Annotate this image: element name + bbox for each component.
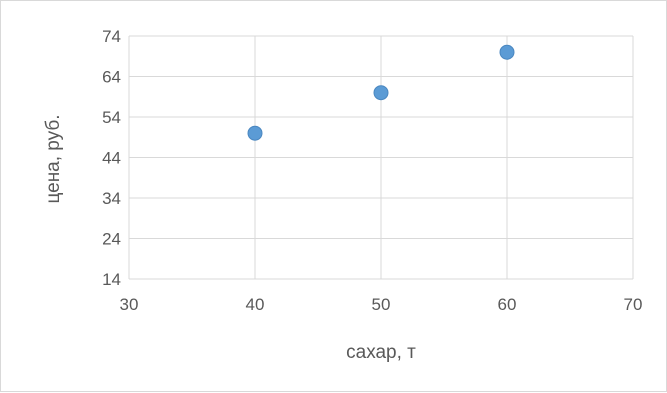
grid-lines — [128, 35, 634, 280]
x-tick-label: 30 — [120, 295, 139, 314]
data-point — [247, 125, 263, 141]
x-tick-label: 50 — [372, 295, 391, 314]
x-axis-title: сахар, т — [346, 342, 416, 363]
y-tick-label: 64 — [102, 68, 121, 87]
y-axis-title: цена, руб. — [43, 114, 64, 203]
y-axis-ticks: 14 24 34 44 54 64 74 — [102, 27, 121, 289]
data-points — [247, 44, 515, 141]
x-tick-label: 60 — [498, 295, 517, 314]
y-tick-label: 24 — [102, 230, 121, 249]
data-point — [373, 85, 389, 101]
data-point — [499, 44, 515, 60]
y-tick-label: 34 — [102, 189, 121, 208]
y-tick-label: 14 — [102, 270, 121, 289]
x-tick-label: 70 — [624, 295, 643, 314]
y-tick-label: 44 — [102, 149, 121, 168]
x-axis-ticks: 30 40 50 60 70 — [120, 295, 643, 314]
y-tick-label: 54 — [102, 108, 121, 127]
x-tick-label: 40 — [246, 295, 265, 314]
y-tick-label: 74 — [102, 27, 121, 46]
